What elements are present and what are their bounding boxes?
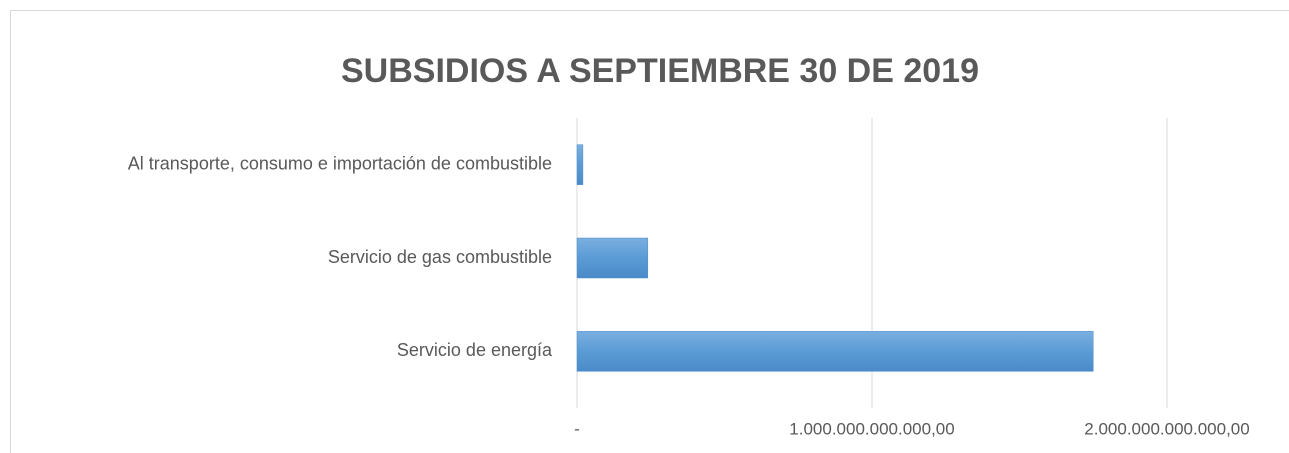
y-tick-label: Servicio de energía (397, 340, 553, 360)
bar (576, 331, 1094, 372)
bar (576, 144, 584, 185)
x-tick-label: - (574, 419, 580, 438)
chart-border (10, 10, 1289, 453)
bar (576, 237, 649, 279)
x-tick-label: 2.000.000.000.000,00 (1084, 419, 1249, 438)
x-tick-label: 1.000.000.000.000,00 (789, 419, 954, 438)
y-tick-label: Al transporte, consumo e importación de … (128, 153, 552, 173)
chart-title: SUBSIDIOS A SEPTIEMBRE 30 DE 2019 (341, 52, 979, 90)
y-tick-label: Servicio de gas combustible (328, 247, 552, 267)
